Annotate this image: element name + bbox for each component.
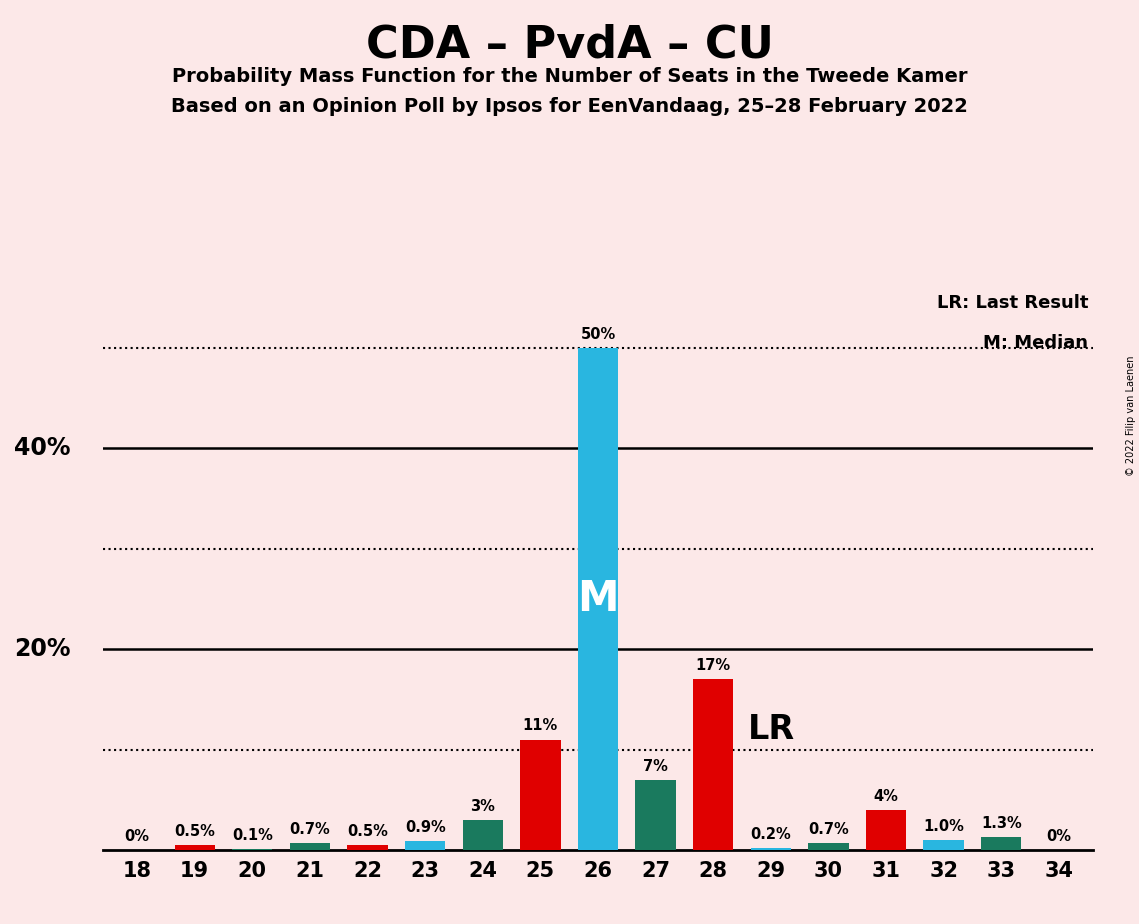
Text: 11%: 11%	[523, 719, 558, 734]
Bar	[405, 841, 445, 850]
Bar	[577, 347, 618, 850]
Bar	[174, 845, 215, 850]
Bar	[462, 820, 503, 850]
Bar	[232, 849, 272, 850]
Text: 0.1%: 0.1%	[232, 828, 272, 843]
Text: M: M	[577, 578, 618, 620]
Bar	[924, 840, 964, 850]
Text: Based on an Opinion Poll by Ipsos for EenVandaag, 25–28 February 2022: Based on an Opinion Poll by Ipsos for Ee…	[171, 97, 968, 116]
Text: 0.5%: 0.5%	[174, 824, 215, 839]
Text: 50%: 50%	[581, 326, 615, 342]
Text: 0.7%: 0.7%	[808, 822, 849, 837]
Text: 1.3%: 1.3%	[981, 816, 1022, 831]
Text: © 2022 Filip van Laenen: © 2022 Filip van Laenen	[1126, 356, 1136, 476]
Text: 0.7%: 0.7%	[289, 822, 330, 837]
Text: 0%: 0%	[124, 829, 149, 844]
Bar	[751, 848, 790, 850]
Text: LR: Last Result: LR: Last Result	[937, 295, 1089, 312]
Text: LR: LR	[748, 713, 795, 746]
Bar	[636, 780, 675, 850]
Text: 0.5%: 0.5%	[347, 824, 388, 839]
Bar	[521, 739, 560, 850]
Text: 3%: 3%	[470, 799, 495, 814]
Bar	[866, 809, 907, 850]
Text: 0.2%: 0.2%	[751, 827, 792, 842]
Text: 1.0%: 1.0%	[924, 819, 964, 834]
Text: CDA – PvdA – CU: CDA – PvdA – CU	[366, 23, 773, 67]
Text: 17%: 17%	[696, 658, 731, 674]
Text: 0%: 0%	[1047, 829, 1072, 844]
Bar	[347, 845, 387, 850]
Bar	[289, 843, 330, 850]
Bar	[981, 837, 1022, 850]
Text: Probability Mass Function for the Number of Seats in the Tweede Kamer: Probability Mass Function for the Number…	[172, 67, 967, 86]
Text: 0.9%: 0.9%	[404, 820, 445, 835]
Text: 40%: 40%	[15, 436, 71, 460]
Text: M: Median: M: Median	[983, 334, 1089, 352]
Text: 7%: 7%	[644, 759, 669, 773]
Text: 20%: 20%	[15, 637, 71, 661]
Bar	[809, 843, 849, 850]
Bar	[693, 679, 734, 850]
Text: 4%: 4%	[874, 789, 899, 804]
